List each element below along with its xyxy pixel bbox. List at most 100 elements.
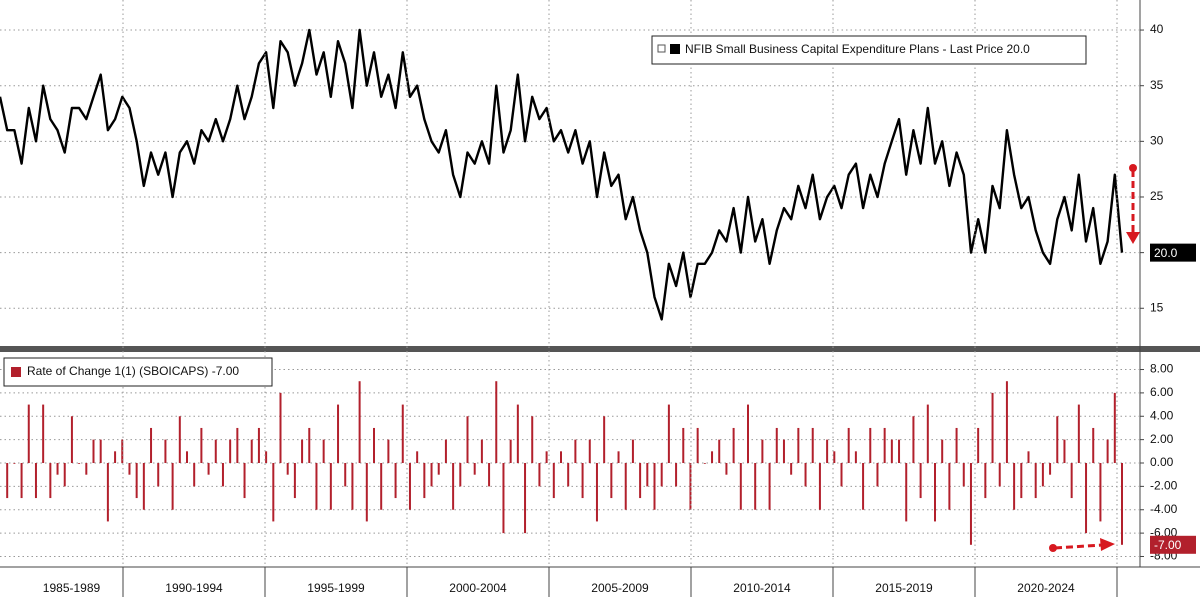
bar: [63, 463, 66, 487]
bar: [1063, 439, 1066, 464]
bar: [49, 463, 52, 499]
bar: [1070, 463, 1073, 499]
y-tick-label: -6.00: [1150, 525, 1178, 539]
bar: [193, 463, 196, 487]
bar: [732, 427, 735, 464]
bar: [862, 463, 865, 510]
bar: [329, 463, 332, 510]
bar: [142, 463, 145, 510]
bar: [595, 463, 598, 522]
bar: [114, 451, 117, 464]
legend-label: Rate of Change 1(1) (SBOICAPS) -7.00: [27, 364, 239, 378]
bar: [840, 463, 843, 487]
x-tick-label: 2005-2009: [591, 581, 649, 595]
bar: [186, 451, 188, 464]
bar: [473, 463, 476, 475]
bar: [27, 404, 30, 464]
bar: [286, 463, 289, 475]
bar: [214, 439, 217, 464]
bar: [782, 439, 785, 464]
bar: [646, 463, 649, 487]
bar: [667, 404, 670, 464]
bar: [1020, 463, 1023, 499]
bar: [20, 463, 23, 499]
bar: [552, 463, 555, 499]
bar: [883, 427, 886, 464]
bar: [78, 463, 81, 464]
bar: [344, 463, 347, 487]
bar: [588, 439, 591, 464]
bar: [703, 463, 706, 464]
bar: [444, 439, 447, 464]
bar: [459, 463, 462, 487]
bar: [574, 439, 577, 464]
bar: [221, 463, 224, 487]
y-tick-label: 35: [1150, 78, 1164, 92]
bar: [1041, 463, 1044, 487]
bar: [775, 427, 778, 464]
bar: [984, 463, 987, 499]
x-tick-label: 2015-2019: [875, 581, 933, 595]
bar: [682, 427, 685, 464]
bar: [1077, 404, 1080, 464]
bar: [739, 463, 742, 510]
bar: [164, 439, 167, 464]
bar: [322, 439, 325, 464]
bar: [416, 451, 419, 464]
y-tick-label: 40: [1150, 22, 1164, 36]
bar: [437, 463, 440, 475]
bar: [236, 427, 239, 464]
bar: [890, 439, 893, 464]
y-tick-label: 4.00: [1150, 408, 1174, 422]
bar: [488, 463, 491, 487]
y-tick-label: 30: [1150, 134, 1164, 148]
panel-separator: [0, 346, 1200, 352]
bar: [689, 463, 692, 510]
bar: [567, 463, 570, 487]
x-tick-label: 1985-1989: [43, 581, 101, 595]
bar: [70, 416, 73, 464]
bar: [1113, 392, 1116, 464]
bar: [293, 463, 296, 499]
bar: [480, 439, 483, 464]
bar: [768, 463, 771, 510]
annotation-arrowhead: [1126, 232, 1140, 244]
bar: [1121, 463, 1123, 545]
bar: [660, 463, 663, 487]
y-tick-label: 15: [1150, 300, 1164, 314]
bar: [495, 381, 498, 464]
bar: [207, 463, 210, 475]
bar: [747, 404, 749, 464]
bar: [991, 392, 994, 464]
legend-swatch: [670, 44, 680, 54]
x-tick-label: 2020-2024: [1017, 581, 1075, 595]
bar: [1034, 463, 1037, 499]
bar: [1005, 381, 1008, 464]
last-value-label: 20.0: [1154, 246, 1178, 260]
bar: [560, 451, 562, 464]
bar: [1056, 416, 1059, 464]
bar: [624, 463, 627, 510]
bar: [466, 416, 469, 464]
bar: [401, 404, 404, 464]
bar: [847, 427, 850, 464]
bar: [387, 439, 390, 464]
bar: [653, 463, 656, 510]
bar: [639, 463, 642, 499]
bar: [56, 463, 59, 475]
bar: [315, 463, 318, 510]
bar: [603, 416, 606, 464]
bar: [631, 439, 634, 464]
bar: [452, 463, 455, 510]
annotation-arrowhead: [1100, 538, 1115, 551]
bar: [92, 439, 95, 464]
bar: [811, 427, 814, 464]
y-tick-label: 0.00: [1150, 455, 1174, 469]
bar: [833, 451, 836, 464]
bar: [934, 463, 936, 522]
annotations: [1049, 164, 1140, 552]
bar: [531, 416, 534, 464]
